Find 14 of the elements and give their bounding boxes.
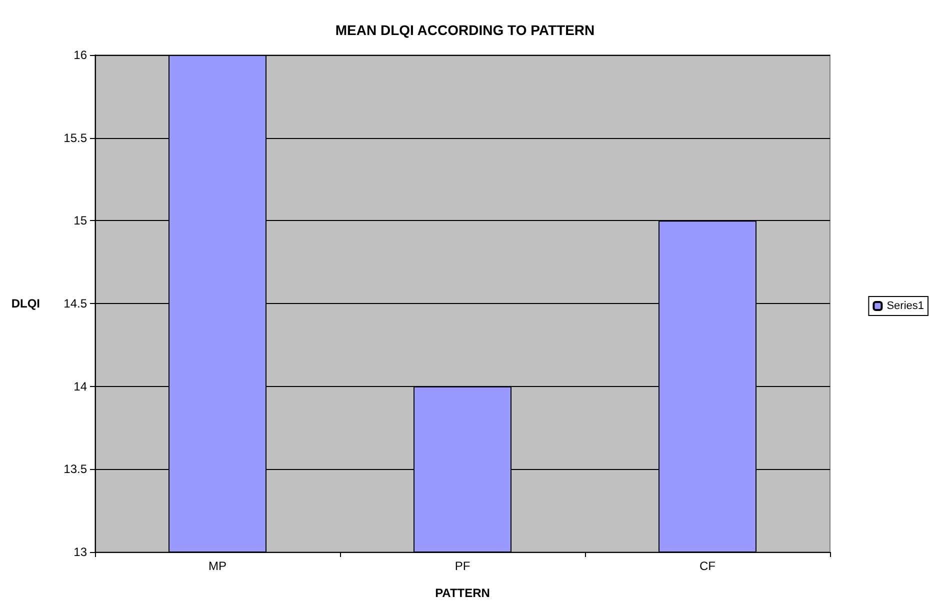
y-tick-label: 15 [74, 214, 88, 228]
chart-title: MEAN DLQI ACCORDING TO PATTERN [335, 22, 595, 38]
y-tick-label: 15.5 [64, 130, 88, 145]
y-axis-title: DLQI [11, 296, 40, 310]
y-tick-label: 13.5 [64, 462, 88, 476]
y-tick-label: 14 [74, 379, 88, 394]
x-tick-label: CF [700, 559, 716, 573]
x-tick-label: PF [454, 559, 470, 573]
y-tick-label: 13 [74, 545, 88, 559]
y-tick-label: 14.5 [64, 296, 88, 310]
x-tick-label: MP [208, 559, 226, 573]
y-tick-label: 16 [74, 48, 88, 62]
legend-label: Series1 [886, 300, 924, 312]
x-axis-title: PATTERN [435, 586, 490, 600]
